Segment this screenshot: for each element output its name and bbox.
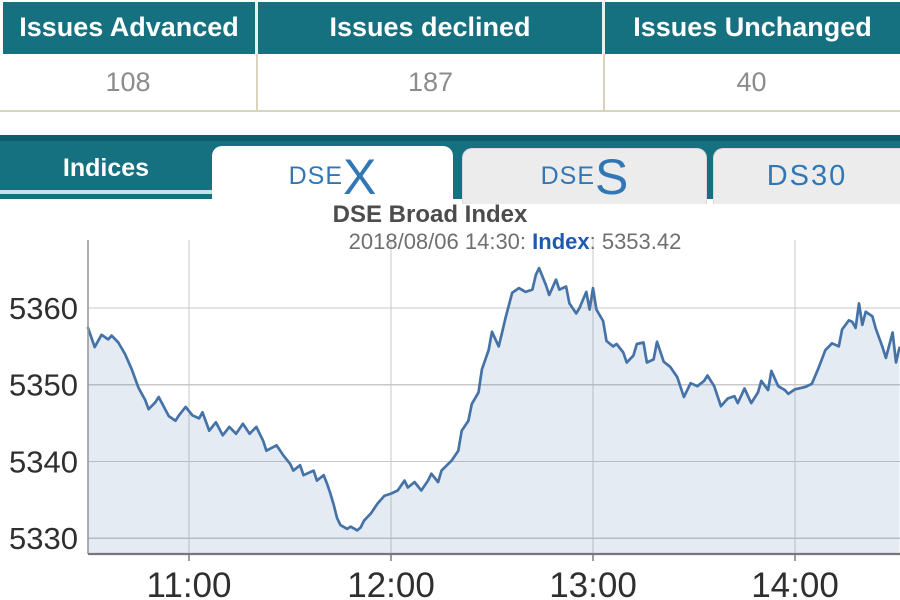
issues-declined-header: Issues declined <box>258 2 605 54</box>
tab-dses[interactable]: DSE S <box>462 148 707 204</box>
chart-subtitle-index-label: Index <box>532 229 590 254</box>
chart-subtitle: 2018/08/06 14:30: Index: 5353.42 <box>130 229 900 255</box>
tab-dses-label-suffix: S <box>595 148 629 205</box>
tab-dsex-label-prefix: DSE <box>288 162 344 190</box>
svg-text:5340: 5340 <box>9 444 78 479</box>
tab-ds30[interactable]: DS30 <box>713 148 900 204</box>
tab-bar-top-strip <box>0 135 900 141</box>
issues-advanced-header: Issues Advanced <box>0 2 258 54</box>
svg-text:5360: 5360 <box>9 291 78 326</box>
chart-subtitle-datetime: 2018/08/06 14:30: <box>348 229 533 254</box>
indices-label: Indices <box>62 154 150 182</box>
indices-underline-stripe <box>0 190 212 194</box>
issues-unchanged-header: Issues Unchanged <box>605 2 900 54</box>
tab-dsex-label-suffix: X <box>343 148 377 205</box>
issues-declined-value: 187 <box>258 54 605 110</box>
tab-dsex[interactable]: DSE X <box>212 146 453 207</box>
issues-unchanged-value: 40 <box>605 54 898 110</box>
svg-text:5350: 5350 <box>9 368 78 403</box>
issues-advanced-value: 108 <box>0 54 258 110</box>
issues-table-value-row: 108 187 40 <box>0 54 900 112</box>
svg-text:14:00: 14:00 <box>751 566 839 600</box>
svg-text:11:00: 11:00 <box>147 566 232 600</box>
indices-tab-bar: Indices DSE X DSE S DS30 <box>0 135 900 207</box>
svg-text:5330: 5330 <box>9 521 78 556</box>
svg-text:12:00: 12:00 <box>347 566 435 600</box>
chart-subtitle-index-value: : 5353.42 <box>589 229 682 254</box>
issues-table-header-row: Issues Advanced Issues declined Issues U… <box>0 0 900 54</box>
tab-ds30-label: DS30 <box>766 160 848 192</box>
chart-title: DSE Broad Index <box>332 201 528 228</box>
svg-text:13:00: 13:00 <box>549 566 637 600</box>
tab-dses-label-prefix: DSE <box>540 162 596 190</box>
issues-summary-table: Issues Advanced Issues declined Issues U… <box>0 0 900 112</box>
